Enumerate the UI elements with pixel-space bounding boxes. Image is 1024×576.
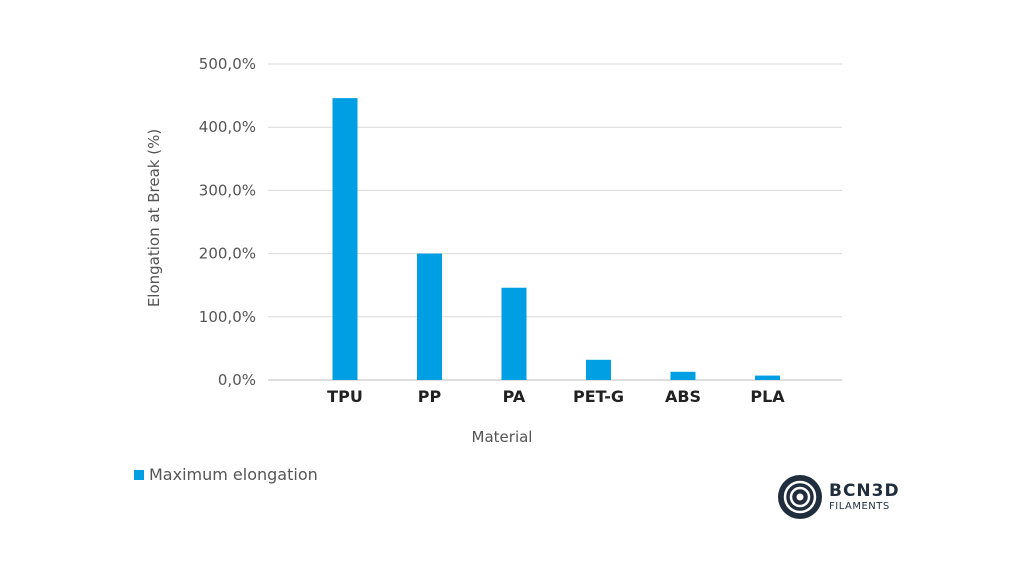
legend-swatch bbox=[134, 469, 144, 480]
bar-pla bbox=[755, 375, 780, 380]
x-axis-title: Material bbox=[472, 428, 533, 446]
y-tick-label: 300,0% bbox=[199, 181, 256, 199]
y-tick-label: 100,0% bbox=[199, 308, 256, 326]
y-tick-label: 400,0% bbox=[199, 118, 256, 136]
legend-label: Maximum elongation bbox=[149, 465, 318, 484]
x-tick-label: PA bbox=[503, 387, 526, 406]
y-axis-title: Elongation at Break (%) bbox=[145, 129, 163, 307]
bar-pp bbox=[417, 253, 442, 380]
x-tick-label: TPU bbox=[327, 387, 363, 406]
y-tick-label: 500,0% bbox=[199, 55, 256, 73]
spiral-logo-icon bbox=[778, 475, 822, 519]
y-tick-label: 0,0% bbox=[218, 371, 256, 389]
legend: Maximum elongation bbox=[134, 465, 318, 484]
bcn3d-logo: BCN3D FILAMENTS bbox=[777, 474, 900, 520]
x-tick-label: PLA bbox=[750, 387, 785, 406]
x-tick-label: PET-G bbox=[573, 387, 624, 406]
bar-pet-g bbox=[586, 359, 611, 380]
logo-line2: FILAMENTS bbox=[829, 500, 890, 512]
bar-abs bbox=[670, 371, 696, 380]
x-tick-label: ABS bbox=[665, 387, 701, 406]
logo-line1: BCN3D bbox=[829, 480, 900, 501]
bar-pa bbox=[501, 287, 527, 380]
bar-tpu bbox=[332, 98, 358, 381]
y-tick-label: 200,0% bbox=[199, 245, 256, 263]
x-tick-label: PP bbox=[418, 387, 442, 406]
